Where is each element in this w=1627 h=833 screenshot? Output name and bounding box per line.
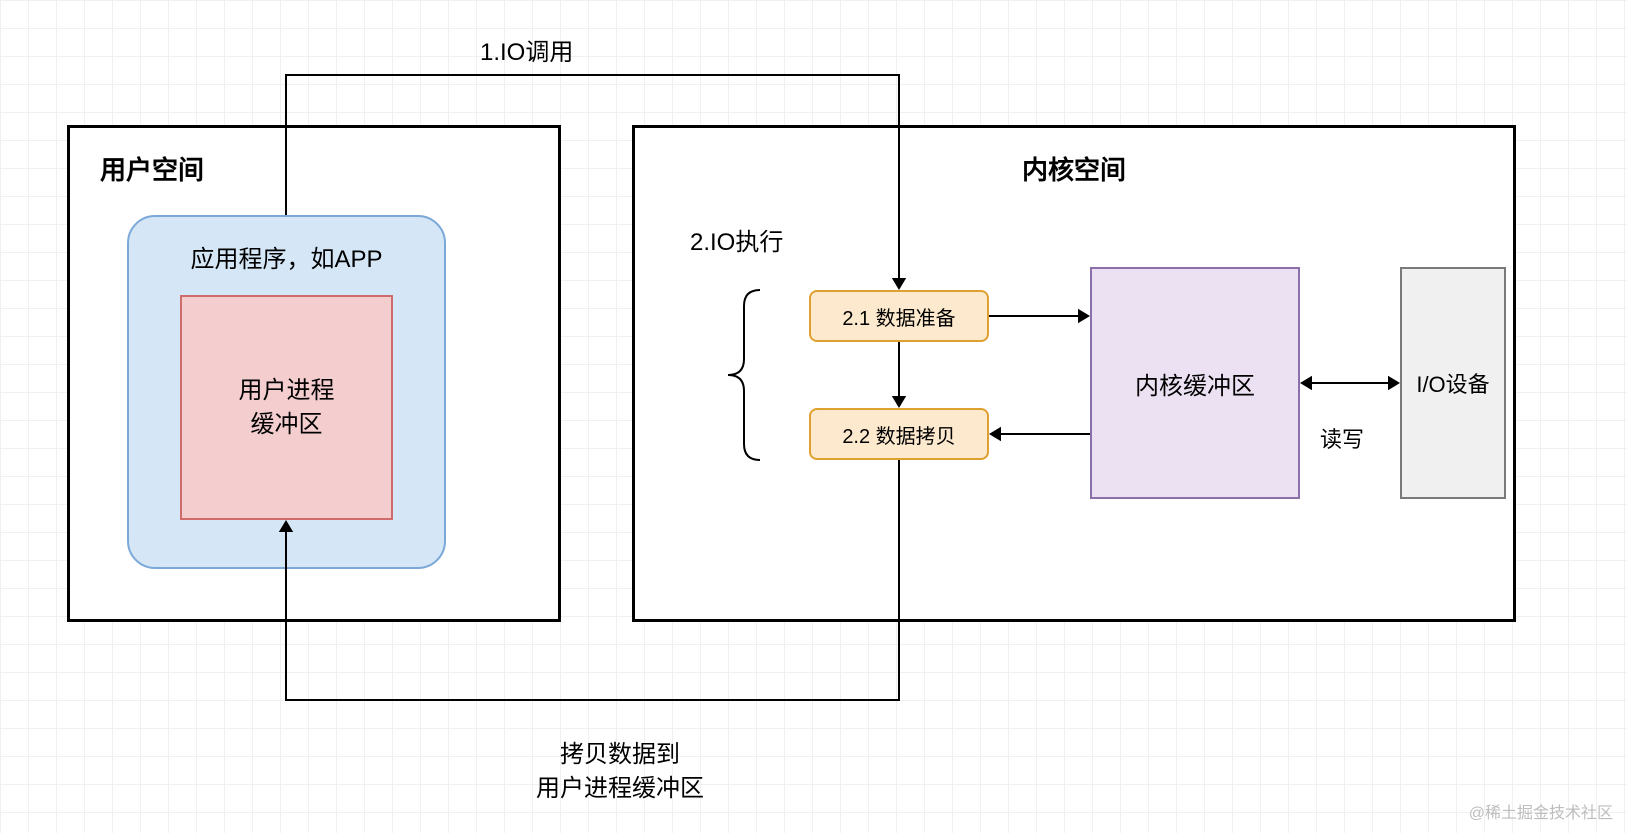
- user-buffer-line1: 用户进程: [239, 377, 335, 404]
- io-call-label: 1.IO调用: [480, 32, 573, 67]
- kernel-buffer-label: 内核缓冲区: [1135, 366, 1255, 401]
- user-buffer-box: 用户进程 缓冲区: [180, 295, 393, 520]
- data-prepare-box: 2.1 数据准备: [809, 290, 989, 342]
- rw-label: 读写: [1320, 422, 1364, 454]
- user-buffer-label: 用户进程 缓冲区: [239, 374, 335, 441]
- copy-label-line2: 用户进程缓冲区: [536, 775, 704, 802]
- watermark: @稀土掘金技术社区: [1469, 799, 1613, 823]
- data-copy-box: 2.2 数据拷贝: [809, 408, 989, 460]
- io-device-label: I/O设备: [1416, 367, 1489, 399]
- copy-label-line1: 拷贝数据到: [560, 741, 680, 768]
- data-copy-label: 2.2 数据拷贝: [842, 420, 955, 449]
- kernel-buffer-box: 内核缓冲区: [1090, 267, 1300, 499]
- app-title: 应用程序，如APP: [190, 239, 382, 274]
- kernel-space-box: 内核空间: [632, 125, 1516, 622]
- data-prepare-label: 2.1 数据准备: [842, 302, 955, 331]
- io-exec-label: 2.IO执行: [690, 222, 783, 257]
- copy-label: 拷贝数据到 用户进程缓冲区: [536, 738, 704, 806]
- user-space-title: 用户空间: [100, 150, 204, 187]
- kernel-space-title: 内核空间: [1022, 150, 1126, 187]
- io-device-box: I/O设备: [1400, 267, 1506, 499]
- user-buffer-line2: 缓冲区: [251, 411, 323, 438]
